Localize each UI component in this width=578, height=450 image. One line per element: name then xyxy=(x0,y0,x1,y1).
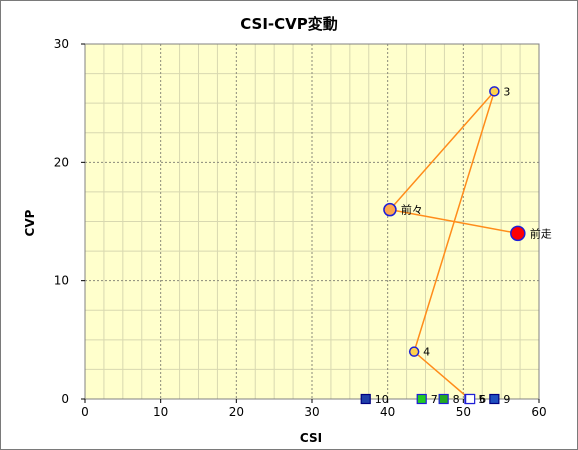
data-point-label: 5 xyxy=(478,393,485,406)
data-point-circle xyxy=(383,202,397,217)
chart-title: CSI-CVP変動 xyxy=(240,15,338,33)
data-point-circle xyxy=(489,86,500,97)
x-tick-label: 60 xyxy=(531,405,546,419)
x-tick-label: 30 xyxy=(304,405,319,419)
data-point-circle xyxy=(408,346,420,357)
data-point-label: 前走 xyxy=(530,226,552,240)
x-tick-label: 0 xyxy=(81,405,89,419)
y-tick-label: 30 xyxy=(54,37,69,51)
data-point-label: 7 xyxy=(431,393,438,406)
data-point-label: 8 xyxy=(453,393,460,406)
data-point-label: 4 xyxy=(423,346,430,359)
data-point-circle xyxy=(510,225,526,242)
x-axis-title: CSI xyxy=(300,431,322,445)
x-tick-label: 10 xyxy=(153,405,168,419)
x-tick-label: 20 xyxy=(229,405,244,419)
y-axis-title: CVP xyxy=(23,209,37,236)
x-tick-label: 40 xyxy=(380,405,395,419)
data-point-square xyxy=(489,393,500,405)
data-point-square xyxy=(465,393,476,405)
y-tick-label: 10 xyxy=(54,274,69,288)
data-point-label: 6 xyxy=(479,393,486,406)
data-point-square xyxy=(438,393,449,405)
data-point-label: 前々 xyxy=(401,203,423,217)
y-tick-label: 0 xyxy=(61,392,69,406)
y-tick-label: 20 xyxy=(54,155,69,169)
data-point-label: 3 xyxy=(503,85,510,98)
data-point-square xyxy=(360,393,371,405)
x-tick-label: 50 xyxy=(456,405,471,419)
data-point-label: 9 xyxy=(503,393,510,406)
data-point-label: 10 xyxy=(375,393,389,406)
data-point-square xyxy=(416,393,427,405)
